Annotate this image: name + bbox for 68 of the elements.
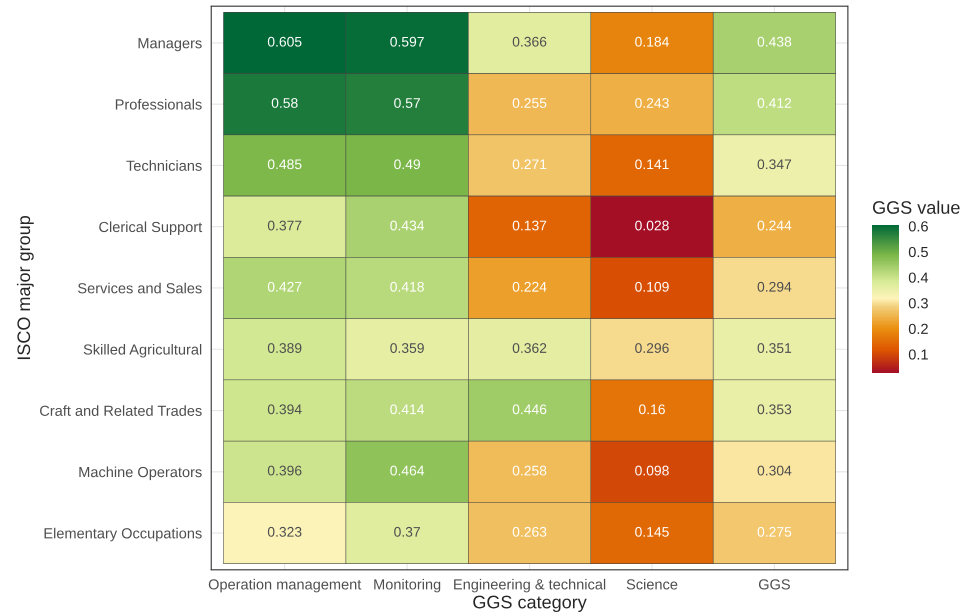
data-label: 0.109: [635, 282, 669, 292]
data-label: 0.353: [758, 404, 792, 414]
data-label: 0.275: [758, 526, 792, 537]
data-label: 0.396: [268, 466, 302, 476]
data-label: 0.263: [512, 526, 546, 537]
y-tick-label: Machine Operators: [79, 466, 202, 480]
x-tick-label: Science: [626, 578, 678, 590]
color-bar-label: 0.6: [908, 221, 928, 232]
data-label: 0.57: [394, 98, 420, 108]
y-tick-label: Services and Sales: [78, 282, 202, 294]
data-label: 0.485: [268, 159, 302, 170]
y-tick-label: Technicians: [126, 160, 202, 171]
data-label: 0.446: [512, 404, 546, 414]
color-bar-label: 0.5: [908, 246, 928, 258]
data-label: 0.145: [635, 526, 669, 537]
data-label: 0.389: [268, 343, 302, 353]
color-bar-title: GGS value: [873, 200, 960, 214]
data-label: 0.438: [758, 36, 792, 47]
data-label: 0.098: [635, 466, 669, 476]
data-label: 0.141: [635, 159, 669, 170]
data-label: 0.597: [390, 36, 424, 47]
data-label: 0.271: [512, 159, 546, 170]
x-tick-label: Engineering & technical: [454, 578, 606, 592]
y-tick-label: Craft and Related Trades: [40, 405, 202, 416]
y-tick-label: Elementary Occupations: [44, 528, 202, 542]
y-tick-label: Managers: [138, 38, 202, 52]
x-tick-label: Operation management: [208, 578, 362, 592]
data-label: 0.255: [512, 98, 546, 108]
data-label: 0.304: [758, 466, 792, 476]
data-label: 0.418: [390, 282, 424, 292]
data-label: 0.434: [390, 220, 424, 230]
data-label: 0.464: [390, 466, 424, 476]
data-label: 0.49: [394, 159, 420, 170]
data-label: 0.605: [268, 36, 302, 47]
data-label: 0.394: [268, 404, 302, 414]
color-bar-label: 0.3: [908, 298, 928, 308]
data-label: 0.224: [512, 282, 547, 292]
data-label: 0.427: [268, 282, 302, 292]
data-label: 0.137: [512, 220, 546, 230]
data-label: 0.258: [512, 466, 546, 476]
data-label: 0.244: [758, 220, 792, 230]
data-label: 0.414: [390, 404, 424, 414]
data-label: 0.347: [758, 159, 792, 170]
y-tick-label: Professionals: [116, 98, 202, 110]
data-label: 0.58: [272, 98, 298, 108]
data-label: 0.184: [635, 36, 669, 47]
y-tick-label: Clerical Support: [99, 221, 202, 236]
data-label: 0.377: [268, 220, 302, 230]
color-bar-label: 0.1: [908, 349, 928, 360]
data-label: 0.362: [512, 343, 546, 353]
color-bar-label: 0.4: [908, 272, 928, 283]
data-label: 0.366: [512, 36, 546, 47]
x-tick-label: Monitoring: [374, 578, 440, 592]
x-axis-title: GGS category: [473, 596, 587, 612]
data-label: 0.37: [394, 526, 420, 537]
x-tick-label: GGS: [758, 579, 790, 590]
data-label: 0.296: [635, 343, 669, 353]
y-tick-label: Skilled Agricultural: [84, 344, 202, 358]
data-label: 0.243: [635, 98, 669, 108]
color-bar-label: 0.2: [908, 324, 928, 334]
data-label: 0.412: [758, 98, 792, 108]
data-label: 0.359: [390, 343, 424, 353]
data-label: 0.028: [635, 220, 669, 230]
data-label: 0.294: [758, 282, 792, 292]
data-label: 0.351: [758, 343, 792, 353]
data-label: 0.323: [268, 526, 302, 537]
data-label: 0.16: [639, 404, 665, 414]
y-axis-title: ISCO major group: [16, 216, 34, 360]
